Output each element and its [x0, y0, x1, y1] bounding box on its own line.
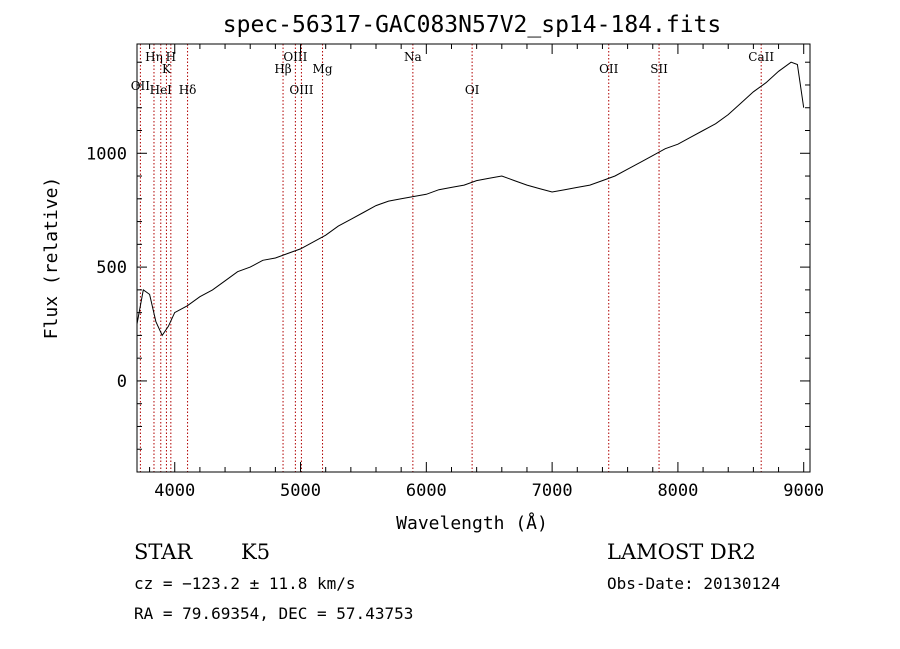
spectral-line-label: Na: [404, 50, 422, 64]
x-tick-label: 9000: [783, 481, 824, 501]
spectral-line-label: HeI: [150, 83, 173, 97]
obs-date: Obs-Date: 20130124: [607, 574, 781, 593]
spectral-line-label: Hδ: [179, 83, 197, 97]
x-tick-label: 8000: [657, 481, 698, 501]
spectral-line-label: OIII: [283, 50, 307, 64]
spectral-line-label: Hβ: [274, 62, 291, 76]
y-tick-label: 0: [117, 372, 127, 392]
x-axis-label: Wavelength (Å): [396, 512, 548, 534]
spectral-line-label: Hη: [145, 50, 163, 64]
spectral-line-label: OII: [599, 62, 619, 76]
spectral-line-label: H: [166, 50, 176, 64]
axis-ticks-layer: 4000 5000 6000 7000 8000 9000 0 500 1000: [86, 44, 824, 501]
coordinates-readout: RA = 79.69354, DEC = 57.43753: [134, 604, 414, 623]
object-subclass: K5: [241, 540, 271, 564]
x-tick-label: 5000: [280, 481, 321, 501]
spectrum-series-line: [136, 61, 805, 337]
x-tick-label: 4000: [154, 481, 195, 501]
spectral-line-label: CaII: [748, 50, 774, 64]
y-tick-label: 500: [96, 258, 127, 278]
spectral-line-label: OIII: [289, 83, 313, 97]
spectral-line-label: Mg: [313, 62, 333, 76]
object-class: STAR: [134, 540, 193, 564]
spectral-line-label: OII: [131, 79, 151, 93]
y-axis-label: Flux (relative): [41, 177, 62, 340]
chart-title: spec-56317-GAC083N57V2_sp14-184.fits: [223, 12, 722, 38]
redshift-readout: cz = −123.2 ± 11.8 km/s: [134, 574, 356, 593]
survey-name: LAMOST DR2: [607, 540, 756, 564]
spectral-line-label: K: [162, 62, 172, 76]
plot-frame: [136, 43, 811, 473]
spectral-line-label: OI: [465, 83, 480, 97]
y-tick-label: 1000: [86, 144, 127, 164]
x-tick-label: 7000: [532, 481, 573, 501]
spectral-line-label: SII: [650, 62, 668, 76]
x-tick-label: 6000: [406, 481, 447, 501]
